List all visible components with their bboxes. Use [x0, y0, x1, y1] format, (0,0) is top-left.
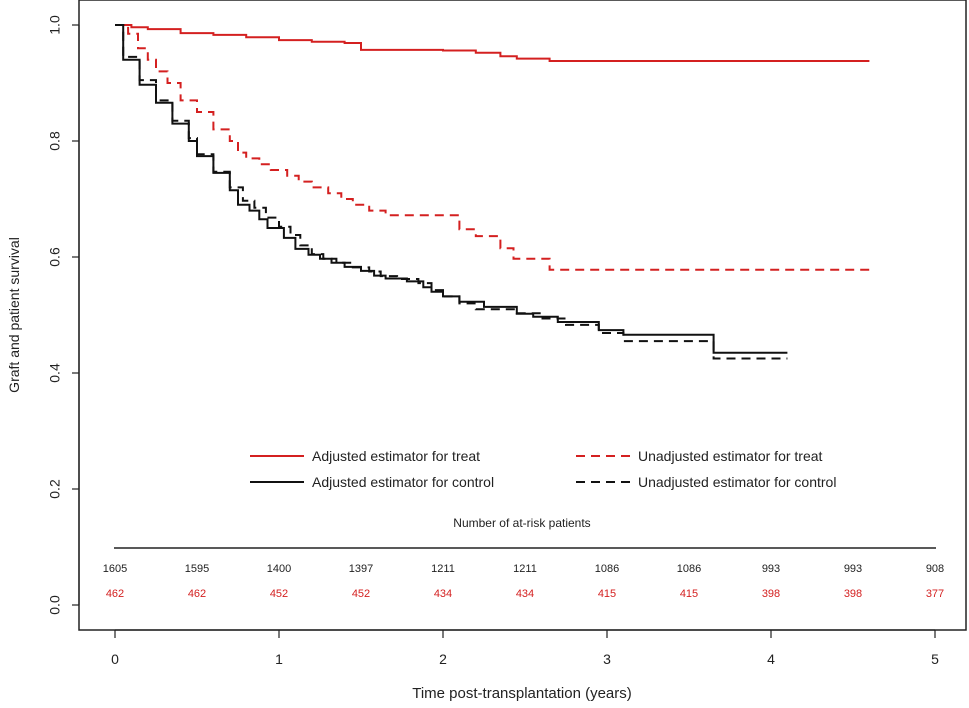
x-tick-label: 0 — [111, 651, 119, 667]
at-risk-control-value: 1605 — [103, 563, 127, 575]
y-tick-label: 0.2 — [47, 479, 63, 499]
y-tick-label: 0.4 — [47, 363, 63, 383]
legend: Adjusted estimator for treat Adjusted est… — [250, 448, 836, 490]
series-unadj_treat-line — [115, 24, 870, 271]
legend-label-unadj_treat: Unadjusted estimator for treat — [638, 448, 823, 464]
series-adj_treat-line — [115, 24, 870, 62]
at-risk-control-value: 1595 — [185, 563, 209, 575]
at-risk-control-value: 1086 — [677, 563, 701, 575]
series-layer — [115, 24, 870, 360]
x-tick-label: 5 — [931, 651, 939, 667]
at-risk-treat-value: 434 — [516, 588, 534, 600]
x-tick-label: 3 — [603, 651, 611, 667]
legend-label-unadj_control: Unadjusted estimator for control — [638, 474, 836, 490]
x-tick-label: 4 — [767, 651, 775, 667]
y-tick-label: 1.0 — [47, 15, 63, 35]
at-risk-treat-value: 415 — [680, 588, 698, 600]
at-risk-treat-value: 398 — [844, 588, 862, 600]
at-risk-treat-value: 452 — [352, 588, 370, 600]
at-risk-treat-value: 452 — [270, 588, 288, 600]
at-risk-treat-value: 434 — [434, 588, 452, 600]
at-risk-treat-value: 377 — [926, 588, 944, 600]
x-axis-label: Time post-transplantation (years) — [412, 685, 632, 702]
legend-label-adj_treat: Adjusted estimator for treat — [312, 448, 480, 464]
x-tick-label: 1 — [275, 651, 283, 667]
at-risk-control-value: 908 — [926, 563, 944, 575]
y-tick-label: 0.6 — [47, 247, 63, 267]
y-tick-label: 0.0 — [47, 595, 63, 615]
series-adj_control-line — [115, 24, 788, 354]
x-axis: 0 1 2 3 4 5 — [111, 629, 939, 667]
x-tick-label: 2 — [439, 651, 447, 667]
at-risk-treat-value: 415 — [598, 588, 616, 600]
at-risk-control-value: 1211 — [513, 563, 537, 575]
plot-frame — [78, 0, 967, 631]
at-risk-control-value: 993 — [762, 563, 780, 575]
at-risk-treat-value: 462 — [106, 588, 124, 600]
y-tick-label: 0.8 — [47, 131, 63, 151]
at-risk-control-value: 1400 — [267, 563, 291, 575]
at-risk-treat-value: 462 — [188, 588, 206, 600]
series-unadj_control-line — [115, 24, 788, 360]
at-risk-table: Number of at-risk patients 1605 1595 1400 1… — [103, 516, 944, 600]
at-risk-control-value: 1397 — [349, 563, 373, 575]
at-risk-control-value: 1211 — [431, 563, 455, 575]
at-risk-title: Number of at-risk patients — [453, 516, 590, 530]
at-risk-control-value: 993 — [844, 563, 862, 575]
at-risk-treat-value: 398 — [762, 588, 780, 600]
legend-label-adj_control: Adjusted estimator for control — [312, 474, 494, 490]
at-risk-control-value: 1086 — [595, 563, 619, 575]
y-axis-label: Graft and patient survival — [6, 237, 22, 393]
y-axis: 0.0 0.2 0.4 0.6 0.8 1.0 — [47, 15, 80, 615]
